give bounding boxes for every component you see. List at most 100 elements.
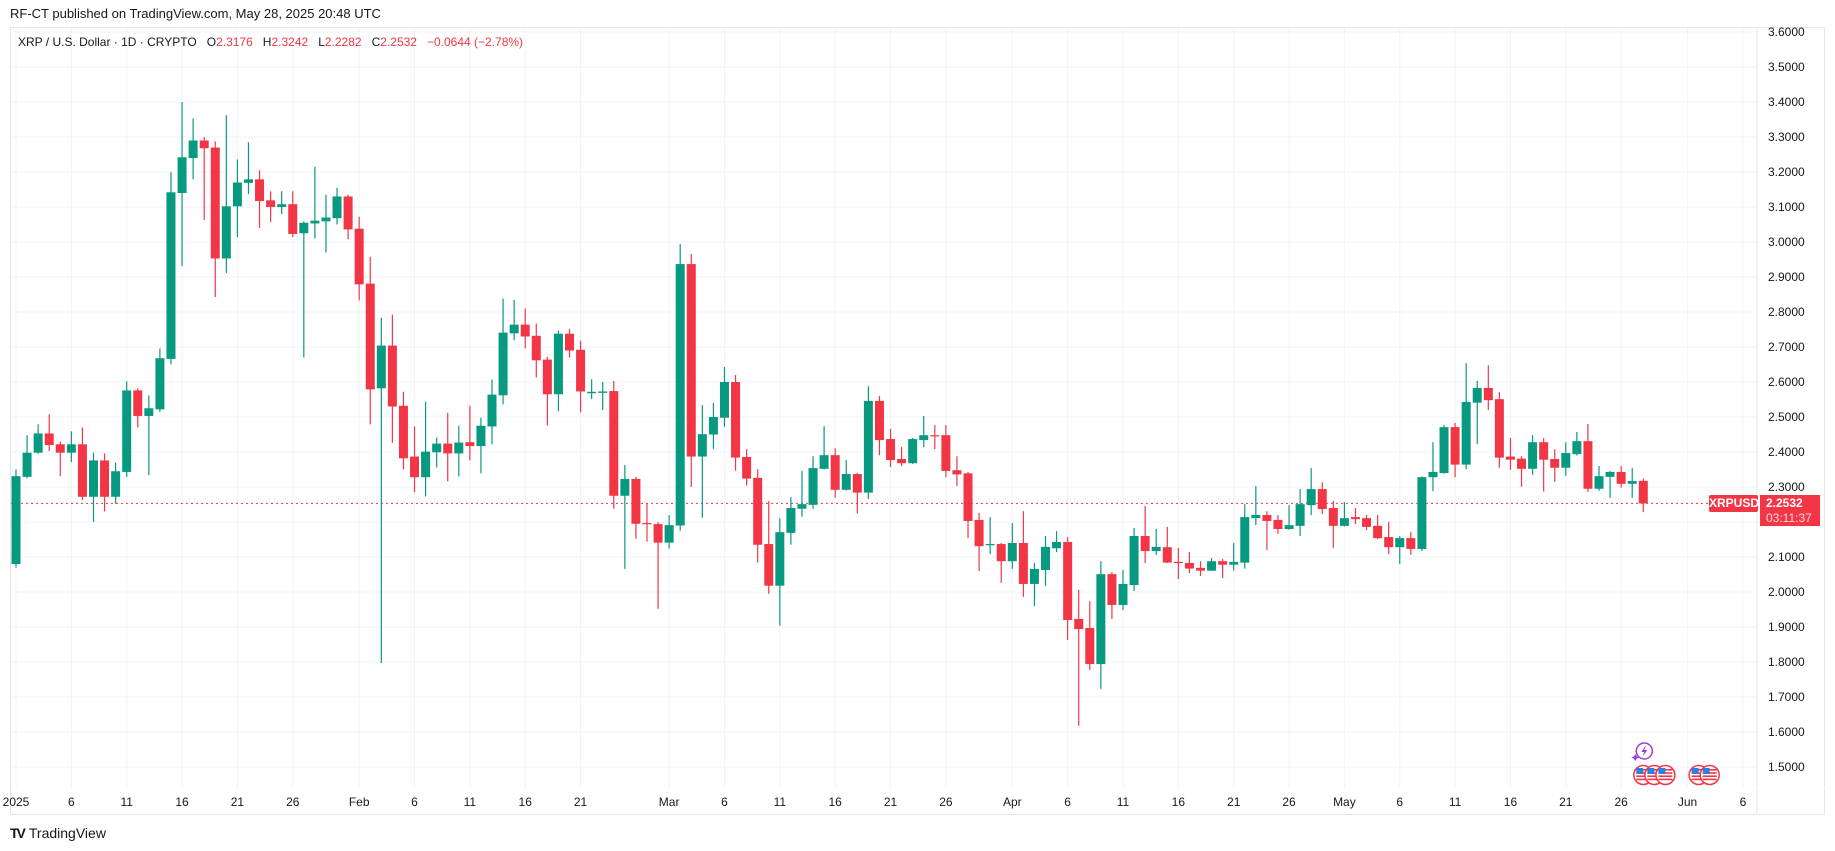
candle[interactable] [1472,380,1482,444]
candle[interactable] [753,469,763,563]
lightning-icon[interactable] [1631,742,1654,761]
candle[interactable] [166,172,176,365]
candle[interactable] [1494,392,1504,468]
candle[interactable] [1373,515,1383,540]
candle[interactable] [232,159,242,238]
candle[interactable] [44,414,54,451]
candle[interactable] [985,517,995,555]
candle[interactable] [1162,526,1172,563]
candle[interactable] [830,448,840,498]
candle[interactable] [1129,527,1139,591]
candle[interactable] [1041,536,1051,587]
candle[interactable] [66,431,76,463]
candle[interactable] [343,194,353,240]
candle[interactable] [11,469,21,568]
candle[interactable] [498,298,508,405]
candle[interactable] [155,348,165,413]
candle[interactable] [88,452,98,522]
candle[interactable] [487,379,497,445]
candle[interactable] [642,503,652,542]
candle[interactable] [1483,365,1493,410]
candle[interactable] [542,356,552,426]
candle[interactable] [376,317,386,664]
candle[interactable] [443,412,453,482]
candle[interactable] [742,449,752,486]
candle[interactable] [565,328,574,358]
candle[interactable] [1007,523,1017,569]
candle[interactable] [1140,505,1150,563]
candle[interactable] [1262,511,1272,550]
candle[interactable] [210,141,220,297]
candle[interactable] [1384,522,1394,555]
candle[interactable] [974,512,984,571]
candle[interactable] [1029,562,1039,606]
candle[interactable] [398,391,408,470]
candle[interactable] [874,396,884,456]
candle[interactable] [1018,511,1028,597]
candle[interactable] [609,380,619,509]
candle[interactable] [919,415,929,448]
candle[interactable] [55,441,65,477]
candle[interactable] [255,170,265,228]
candle[interactable] [775,518,785,626]
candle[interactable] [122,381,132,477]
candle[interactable] [786,497,796,545]
candle[interactable] [653,522,663,609]
candle[interactable] [1339,502,1349,527]
candle[interactable] [454,425,464,477]
candle[interactable] [1151,529,1161,555]
candle[interactable] [1539,438,1549,492]
candle[interactable] [1395,536,1405,564]
candle[interactable] [520,308,530,349]
candle[interactable] [1207,558,1217,571]
candle[interactable] [199,137,209,220]
candle[interactable] [1417,476,1427,552]
candle[interactable] [266,191,276,223]
us-flag-icon[interactable] [1699,764,1720,786]
candle[interactable] [1074,589,1084,726]
candle[interactable] [1627,468,1637,498]
candle[interactable] [1317,482,1327,514]
candle[interactable] [77,427,87,500]
candle[interactable] [797,470,807,517]
candle[interactable] [1173,547,1183,580]
candle[interactable] [1638,478,1648,513]
candle[interactable] [1284,505,1294,530]
candle[interactable] [365,256,375,425]
candle[interactable] [664,515,674,549]
candle[interactable] [731,375,741,471]
candle[interactable] [963,471,973,539]
candle[interactable] [410,426,420,493]
candle[interactable] [1306,468,1316,515]
candle[interactable] [354,216,364,301]
candle[interactable] [432,437,442,468]
candle[interactable] [1594,466,1604,491]
candle[interactable] [299,221,309,358]
candle[interactable] [509,299,519,341]
candle[interactable] [930,425,940,450]
candle[interactable] [144,395,154,476]
candle[interactable] [310,166,320,239]
candle[interactable] [996,543,1006,583]
candle[interactable] [1273,515,1283,534]
candle[interactable] [387,314,397,443]
candle[interactable] [708,403,718,449]
candle[interactable] [1439,425,1449,474]
candle[interactable] [1616,466,1626,488]
candle[interactable] [221,115,231,274]
candle[interactable] [33,424,43,454]
candle[interactable] [819,426,829,470]
candle[interactable] [1428,442,1438,492]
candle[interactable] [1218,559,1228,578]
candle[interactable] [22,435,32,479]
candle[interactable] [465,405,475,461]
candle[interactable] [288,191,298,238]
candle[interactable] [1240,504,1250,569]
candle[interactable] [598,382,608,410]
candle[interactable] [675,244,685,531]
candle[interactable] [100,453,110,512]
candle[interactable] [188,118,198,180]
candle[interactable] [1063,537,1073,640]
candle[interactable] [1528,435,1538,475]
candle[interactable] [886,428,896,468]
